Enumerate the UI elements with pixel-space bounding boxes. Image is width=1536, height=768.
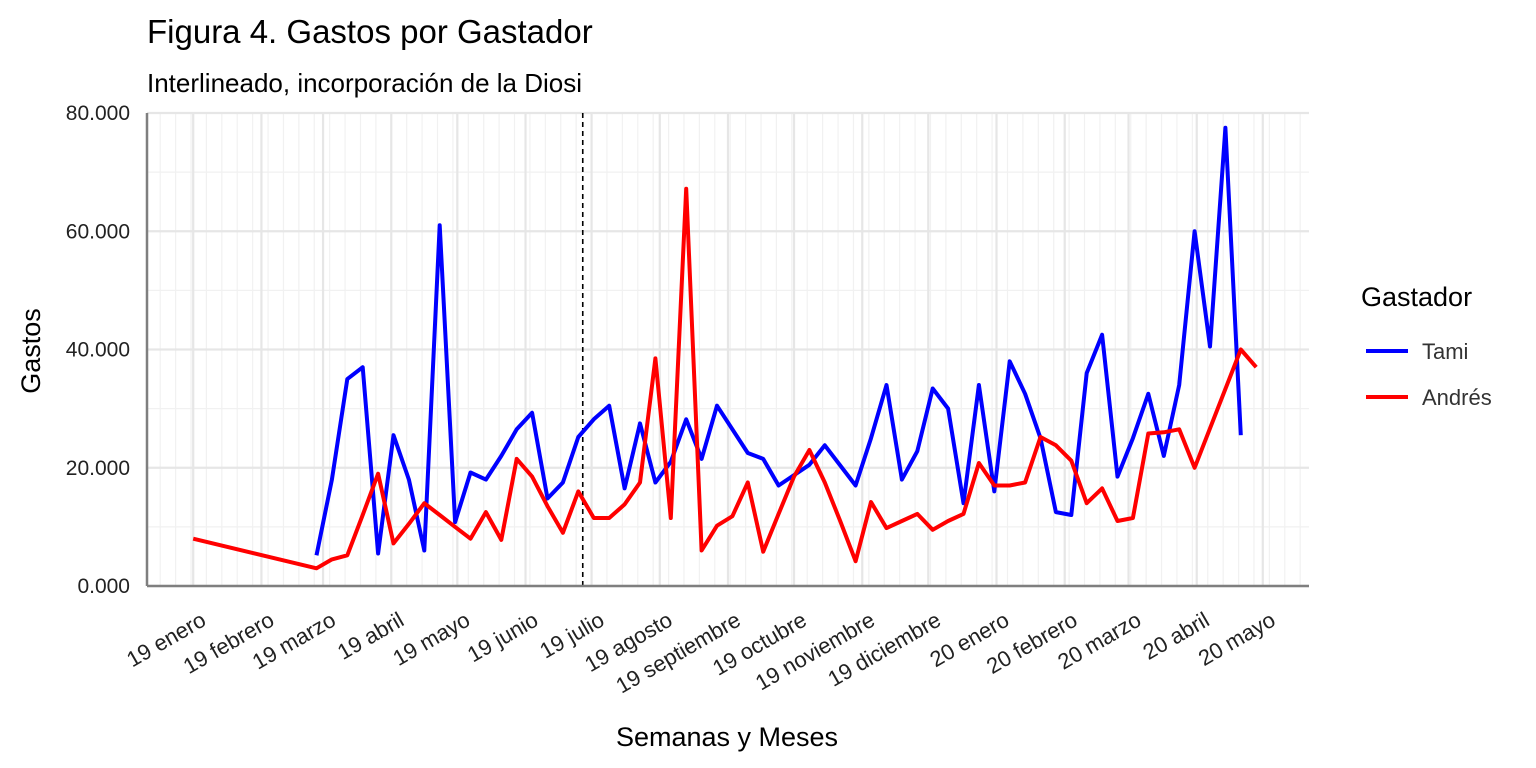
- series-line-tami: [314, 125, 1243, 556]
- x-tick-label: 19 mayo: [388, 607, 474, 671]
- x-tick-label: 19 junio: [463, 607, 542, 667]
- legend: Gastador Tami Andrés: [1361, 282, 1492, 410]
- series-layer: [192, 125, 1258, 571]
- y-axis-title: Gastos: [16, 308, 46, 394]
- chart-title: Figura 4. Gastos por Gastador: [147, 13, 593, 50]
- y-tick-label: 20.000: [66, 457, 130, 480]
- y-tick-label: 60.000: [66, 220, 130, 243]
- series-line-andres: [192, 186, 1258, 571]
- y-tick-label: 80.000: [66, 102, 130, 125]
- x-tick-label: 20 mayo: [1194, 607, 1280, 671]
- chart-subtitle: Interlineado, incorporación de la Diosi: [147, 68, 582, 98]
- axes: [145, 113, 1309, 588]
- y-tick-label: 40.000: [66, 339, 130, 362]
- x-axis-title: Semanas y Meses: [616, 722, 838, 752]
- legend-label-tami: Tami: [1422, 339, 1468, 364]
- legend-title: Gastador: [1361, 282, 1472, 312]
- legend-label-andres: Andrés: [1422, 385, 1492, 410]
- y-tick-labels: 0.000 20.000 40.000 60.000 80.000: [66, 102, 130, 598]
- y-tick-label: 0.000: [77, 575, 130, 598]
